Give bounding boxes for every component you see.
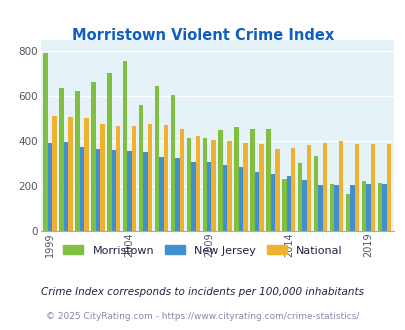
Bar [96, 149, 100, 231]
Bar [306, 146, 311, 231]
Bar [186, 138, 191, 231]
Bar [218, 130, 222, 231]
Bar [191, 162, 195, 231]
Bar [116, 126, 120, 231]
Bar [159, 157, 163, 231]
Bar [147, 124, 152, 231]
Bar [48, 143, 52, 231]
Bar [297, 163, 302, 231]
Text: Morristown Violent Crime Index: Morristown Violent Crime Index [72, 28, 333, 43]
Bar [313, 155, 318, 231]
Bar [350, 185, 354, 231]
Bar [163, 125, 168, 231]
Bar [302, 180, 306, 231]
Bar [222, 165, 227, 231]
Bar [139, 105, 143, 231]
Bar [107, 73, 111, 231]
Bar [290, 148, 295, 231]
Bar [275, 149, 279, 231]
Bar [64, 142, 68, 231]
Bar [171, 95, 175, 231]
Legend: Morristown, New Jersey, National: Morristown, New Jersey, National [59, 241, 346, 260]
Bar [381, 184, 386, 231]
Bar [345, 194, 350, 231]
Bar [361, 182, 365, 231]
Bar [175, 158, 179, 231]
Bar [91, 82, 96, 231]
Bar [227, 141, 231, 231]
Bar [270, 174, 275, 231]
Bar [338, 141, 342, 231]
Bar [154, 86, 159, 231]
Bar [333, 185, 338, 231]
Bar [234, 127, 238, 231]
Bar [52, 116, 57, 231]
Bar [243, 143, 247, 231]
Bar [318, 185, 322, 231]
Bar [195, 136, 200, 231]
Bar [281, 179, 286, 231]
Text: © 2025 CityRating.com - https://www.cityrating.com/crime-statistics/: © 2025 CityRating.com - https://www.city… [46, 312, 359, 321]
Bar [202, 138, 207, 231]
Bar [365, 184, 370, 231]
Bar [250, 129, 254, 231]
Bar [322, 143, 326, 231]
Bar [211, 140, 215, 231]
Bar [238, 167, 243, 231]
Bar [207, 162, 211, 231]
Bar [100, 124, 104, 231]
Bar [143, 152, 147, 231]
Bar [254, 173, 258, 231]
Bar [179, 129, 183, 231]
Bar [123, 61, 127, 231]
Text: Crime Index corresponds to incidents per 100,000 inhabitants: Crime Index corresponds to incidents per… [41, 287, 364, 297]
Bar [132, 126, 136, 231]
Bar [79, 147, 84, 231]
Bar [84, 118, 88, 231]
Bar [68, 116, 72, 231]
Bar [354, 144, 358, 231]
Bar [266, 129, 270, 231]
Bar [377, 182, 381, 231]
Bar [286, 176, 290, 231]
Bar [111, 150, 116, 231]
Bar [370, 144, 374, 231]
Bar [329, 184, 333, 231]
Bar [386, 144, 390, 231]
Bar [258, 144, 263, 231]
Bar [127, 151, 132, 231]
Bar [43, 53, 48, 231]
Bar [75, 91, 79, 231]
Bar [59, 88, 64, 231]
